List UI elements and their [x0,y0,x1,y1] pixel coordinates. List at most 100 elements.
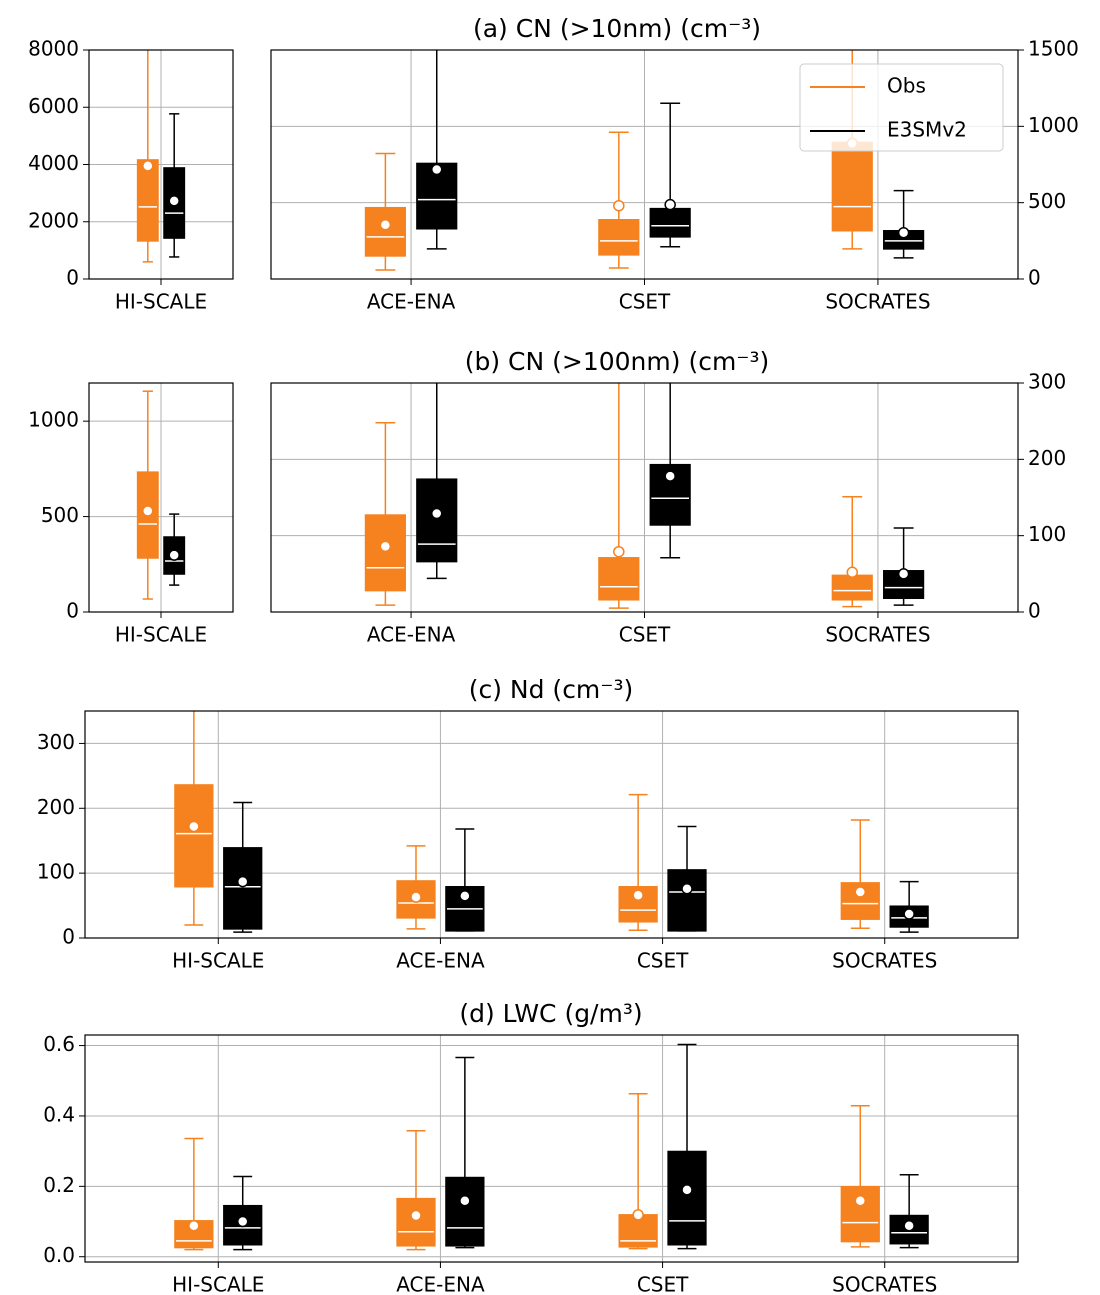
x-tick-label: SOCRATES [825,290,930,314]
y-tick-label: 1500 [1028,37,1079,61]
mean-marker [379,219,392,231]
mean-marker [664,198,676,211]
x-tick-label: CSET [619,623,671,647]
axes-frame [270,49,1019,280]
mean-marker [236,1215,249,1228]
x-tick-label: HI-SCALE [115,623,207,647]
y-tick-label: 6000 [28,94,79,118]
mean-marker [632,889,644,901]
x-tick-label: ACE-ENA [396,949,485,973]
box [598,557,640,601]
mean-marker [903,908,915,920]
mean-marker [632,1209,644,1221]
mean-marker [410,891,422,903]
y-tick-label: 0 [66,599,79,623]
legend-label: E3SMv2 [887,118,967,142]
x-tick-label: SOCRATES [832,1273,937,1295]
mean-marker [188,820,200,833]
mean-marker [379,540,392,553]
y-tick-label: 8000 [28,37,79,61]
y-tick-label: 0 [66,266,79,290]
y-tick-label: 0.6 [43,1032,75,1056]
y-tick-label: 0.0 [43,1243,75,1267]
y-tick-label: 100 [1028,522,1066,546]
x-tick-label: SOCRATES [832,949,937,973]
axes-frame [84,710,1019,939]
x-tick-label: ACE-ENA [396,1273,485,1295]
mean-marker [459,890,471,902]
mean-marker [903,1220,915,1232]
plot-area [136,50,186,263]
mean-marker [459,1195,471,1207]
y-tick-label: 300 [37,730,75,754]
box [831,574,873,601]
box [649,207,691,238]
box [364,514,406,592]
x-tick-label: CSET [637,1273,689,1295]
panel-title: (b) CN (>100nm) (cm⁻³) [465,347,770,376]
box [174,784,214,888]
mean-marker [188,1220,200,1232]
mean-marker [846,566,859,579]
x-tick-label: HI-SCALE [172,949,264,973]
x-tick-label: ACE-ENA [367,290,456,314]
mean-marker [613,545,625,558]
y-tick-label: 0 [62,925,75,949]
y-tick-label: 200 [37,795,75,819]
y-tick-label: 0 [1028,599,1041,623]
box [364,206,406,257]
panel-title: (c) Nd (cm⁻³) [469,675,634,704]
y-tick-label: 500 [1028,189,1066,213]
mean-marker [410,1209,422,1222]
mean-marker [681,1184,693,1196]
mean-marker [664,470,676,482]
plot-area [174,1043,929,1251]
box [223,1204,263,1246]
box [223,847,263,930]
mean-marker [897,568,910,580]
x-tick-label: CSET [619,290,671,314]
mean-marker [168,195,180,207]
y-tick-label: 200 [1028,446,1066,470]
box [396,1197,436,1247]
panel-title: (a) CN (>10nm) (cm⁻³) [473,14,761,43]
mean-marker [142,505,154,517]
mean-marker [168,549,180,561]
box [840,1185,880,1243]
mean-marker [430,163,443,176]
box [416,478,458,563]
axes-frame [84,1034,1019,1263]
axes-frame [88,382,234,613]
box [598,219,640,256]
y-tick-label: 0 [1028,266,1041,290]
x-tick-label: SOCRATES [825,623,930,647]
y-tick-label: 0.4 [43,1102,75,1126]
mean-marker [854,1195,867,1207]
y-tick-label: 300 [1028,370,1066,394]
x-tick-label: HI-SCALE [115,290,207,314]
mean-marker [236,875,249,888]
legend-box [799,63,1004,152]
plot-area [364,383,925,609]
mean-marker [613,199,625,212]
plot-area [364,50,925,271]
plot-area [174,711,929,933]
box [667,1150,707,1246]
y-tick-label: 100 [37,860,75,884]
y-tick-label: 500 [41,503,79,527]
x-tick-label: HI-SCALE [172,1273,264,1295]
box [667,869,707,932]
mean-marker [142,160,154,172]
y-tick-label: 2000 [28,208,79,232]
x-tick-label: ACE-ENA [367,623,456,647]
mean-marker [897,226,910,239]
panel-title: (d) LWC (g/m³) [459,999,642,1028]
mean-marker [430,507,443,520]
mean-marker [681,882,693,895]
box [445,1176,485,1247]
x-tick-label: CSET [637,949,689,973]
y-tick-label: 0.2 [43,1173,75,1197]
axes-frame [270,382,1019,613]
y-tick-label: 4000 [28,151,79,175]
